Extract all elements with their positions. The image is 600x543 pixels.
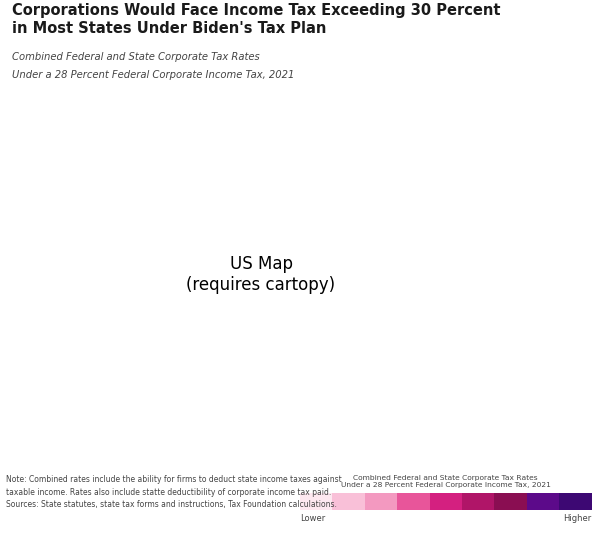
- Text: TAX FOUNDATION: TAX FOUNDATION: [6, 525, 124, 538]
- Text: @TaxFoundation: @TaxFoundation: [497, 525, 594, 538]
- Bar: [559, 493, 592, 510]
- Bar: [462, 493, 494, 510]
- Text: Corporations Would Face Income Tax Exceeding 30 Percent
in Most States Under Bid: Corporations Would Face Income Tax Excee…: [12, 3, 500, 36]
- Text: US Map
(requires cartopy): US Map (requires cartopy): [187, 255, 335, 294]
- Text: Note: Combined rates include the ability for firms to deduct state income taxes : Note: Combined rates include the ability…: [6, 476, 342, 509]
- Text: Under a 28 Percent Federal Corporate Income Tax, 2021: Under a 28 Percent Federal Corporate Inc…: [12, 71, 295, 80]
- Bar: [365, 493, 397, 510]
- Bar: [332, 493, 365, 510]
- Bar: [430, 493, 462, 510]
- Text: Combined Federal and State Corporate Tax Rates
Under a 28 Percent Federal Corpor: Combined Federal and State Corporate Tax…: [341, 475, 551, 489]
- Bar: [494, 493, 527, 510]
- Bar: [300, 493, 332, 510]
- Text: Lower: Lower: [300, 514, 325, 523]
- Bar: [397, 493, 430, 510]
- Text: Higher: Higher: [563, 514, 592, 523]
- Text: Combined Federal and State Corporate Tax Rates: Combined Federal and State Corporate Tax…: [12, 52, 260, 62]
- Bar: [527, 493, 559, 510]
